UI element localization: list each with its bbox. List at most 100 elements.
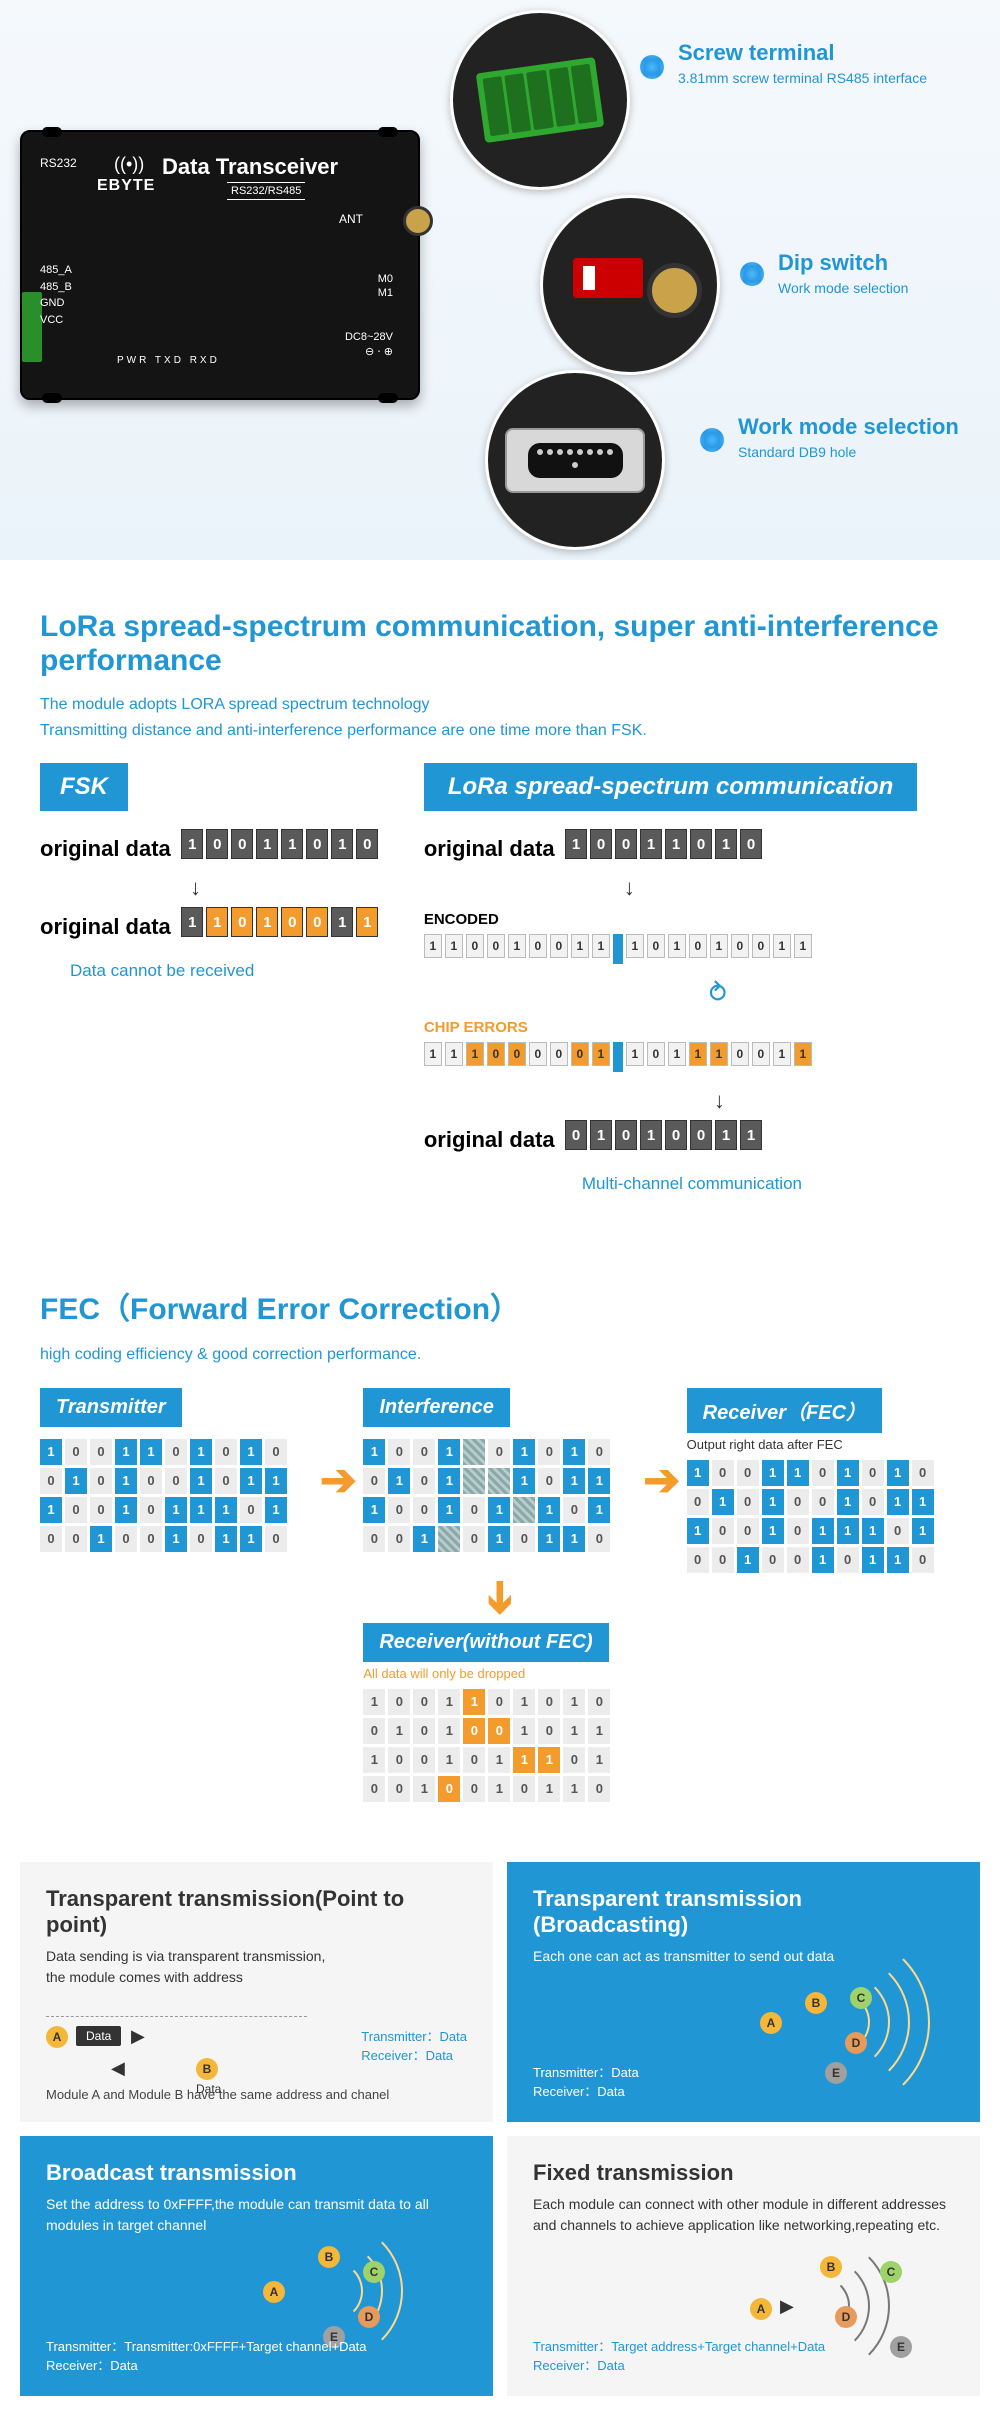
block-tag: Transmitter — [40, 1388, 182, 1427]
sma-connector — [403, 206, 433, 236]
card-broadcast: Broadcast transmission Set the address t… — [20, 2136, 493, 2396]
bit-grid: 1001101010010100101110010111010010010110 — [687, 1460, 960, 1573]
arrow-right-icon: ➔ — [643, 1455, 680, 1506]
bit-row: 110010011101010011 — [424, 934, 812, 964]
pin-labels: 485_A485_B GNDVCC — [40, 262, 72, 328]
original-data-label: original data — [424, 1127, 555, 1153]
rs232-label: RS232 — [40, 156, 77, 170]
card-p2p: Transparent transmission(Point to point)… — [20, 1862, 493, 2122]
node-b: B — [196, 2058, 218, 2080]
node-a: A — [750, 2298, 772, 2320]
card-fixed: Fixed transmission Each module can conne… — [507, 2136, 980, 2396]
callout-desc: Standard DB9 hole — [738, 444, 959, 460]
brand-logo: EBYTE — [97, 177, 155, 195]
transmitter-block: Transmitter 1001101010010100101110010111… — [40, 1388, 313, 1552]
node-d: D — [845, 2032, 867, 2054]
tx-lines: Transmitter：Target address+Target channe… — [533, 2337, 825, 2376]
m0m1-label: M0M1 — [378, 272, 393, 301]
ant-label: ANT — [339, 212, 363, 226]
fsk-column: FSK original data 10011010 ↓ original da… — [40, 763, 404, 1194]
receiver-fec-block: Receiver（FEC） Output right data after FE… — [687, 1388, 960, 1573]
card-broadcast-transparent: Transparent transmission (Broadcasting) … — [507, 1862, 980, 2122]
card-note: Module A and Module B have the same addr… — [46, 2087, 389, 2102]
block-sub: Output right data after FEC — [687, 1437, 960, 1452]
product-subtitle: RS232/RS485 — [227, 182, 305, 200]
product-title: Data Transceiver — [162, 154, 338, 180]
green-terminal — [22, 292, 42, 362]
card-title: Transparent transmission(Point to point) — [46, 1886, 467, 1938]
arrow-left-icon: ◀ — [111, 2058, 125, 2079]
broadcast-diagram: A B C D E — [760, 1932, 960, 2092]
bit-grid: 1001101010010100101110010111010010010110 — [363, 1439, 636, 1552]
original-data-label: original data — [40, 836, 171, 862]
node-a: A — [46, 2026, 68, 2048]
bit-row: 111000001101110011 — [424, 1042, 812, 1072]
callout-image-dip — [540, 195, 720, 375]
chip-errors-label: CHIP ERRORS — [424, 1019, 960, 1036]
bit-grid: 1001101010010100101110010111010010010110 — [363, 1689, 636, 1802]
callout-2: Dip switch Work mode selection — [778, 250, 908, 296]
arrow-right-icon: ▶ — [131, 2026, 145, 2047]
encoded-label: ENCODED — [424, 911, 960, 928]
card-title: Fixed transmission — [533, 2160, 954, 2186]
fec-section: FEC（Forward Error Correction） high codin… — [0, 1234, 1000, 1842]
node-a: A — [760, 2012, 782, 2034]
section-title: LoRa spread-spectrum communication, supe… — [40, 610, 960, 678]
node-b: B — [820, 2256, 842, 2278]
lora-caption: Multi-channel communication — [424, 1174, 960, 1194]
node-e: E — [825, 2062, 847, 2084]
node-d: D — [835, 2306, 857, 2328]
block-tag: Receiver（FEC） — [687, 1388, 882, 1433]
data-chip: Data — [76, 2026, 121, 2046]
node-e: E — [890, 2336, 912, 2358]
arrow-right-icon: ▶ — [780, 2296, 794, 2317]
lora-section: LoRa spread-spectrum communication, supe… — [0, 560, 1000, 1234]
original-data-label: original data — [424, 836, 555, 862]
dc-symbol: ⊖ ⋅ ⊕ — [365, 345, 393, 358]
fsk-caption: Data cannot be received — [70, 961, 404, 981]
arrow-down-icon: ↓ — [714, 1088, 960, 1114]
bit-row: 11010011 — [181, 907, 378, 937]
antenna-icon: ((•)) — [114, 154, 144, 175]
card-desc: Data sending is via transparent transmis… — [46, 1946, 467, 1988]
product-image: RS232 ((•)) EBYTE Data Transceiver RS232… — [20, 130, 420, 400]
bit-grid: 1001101010010100101110010111010010010110 — [40, 1439, 313, 1552]
callout-title: Work mode selection — [738, 414, 959, 440]
callout-1: Screw terminal 3.81mm screw terminal RS4… — [678, 40, 927, 86]
transmission-section: Transparent transmission(Point to point)… — [0, 1842, 1000, 2416]
node-b: B — [318, 2246, 340, 2268]
lora-tag: LoRa spread-spectrum communication — [424, 763, 917, 811]
hero-section: RS232 ((•)) EBYTE Data Transceiver RS232… — [0, 0, 1000, 560]
callout-image-screw — [450, 10, 630, 190]
tx-lines: Transmitter：DataReceiver：Data — [361, 2027, 467, 2066]
node-b: B — [805, 1992, 827, 2014]
bit-row: 10011010 — [181, 829, 378, 859]
arrow-right-icon: ➔ — [320, 1455, 357, 1506]
led-labels: PWR TXD RXD — [117, 355, 220, 366]
wifi-icon: ⥁ — [709, 978, 960, 1009]
card-title: Transparent transmission (Broadcasting) — [533, 1886, 954, 1938]
node-d: D — [358, 2306, 380, 2328]
fsk-tag: FSK — [40, 763, 128, 811]
dc-label: DC8~28V — [345, 331, 393, 343]
node-c: C — [850, 1987, 872, 2009]
bullet-icon — [740, 262, 764, 286]
callout-desc: Work mode selection — [778, 280, 908, 296]
block-tag: Interference — [363, 1388, 510, 1427]
original-data-label: original data — [40, 914, 171, 940]
arrow-down-icon: ↓ — [624, 875, 960, 901]
node-a: A — [263, 2281, 285, 2303]
section-subtitle: high coding efficiency & good correction… — [40, 1342, 960, 1368]
section-subtitle: The module adopts LORA spread spectrum t… — [40, 692, 960, 743]
arrow-down-icon: ➔ — [474, 1579, 525, 1616]
bit-row: 10011010 — [565, 829, 762, 859]
block-tag: Receiver(without FEC) — [363, 1623, 608, 1662]
broadcast-diagram: A B C D E — [263, 2191, 463, 2351]
callout-3: Work mode selection Standard DB9 hole — [738, 414, 959, 460]
bullet-icon — [640, 55, 664, 79]
section-title: FEC（Forward Error Correction） — [40, 1284, 960, 1328]
tx-lines: Transmitter：DataReceiver：Data — [533, 2063, 639, 2102]
receiver-nofec-block: Receiver(without FEC) All data will only… — [363, 1623, 636, 1802]
interference-block: Interference 100110101001010010111001011… — [363, 1388, 636, 1552]
card-title: Broadcast transmission — [46, 2160, 467, 2186]
